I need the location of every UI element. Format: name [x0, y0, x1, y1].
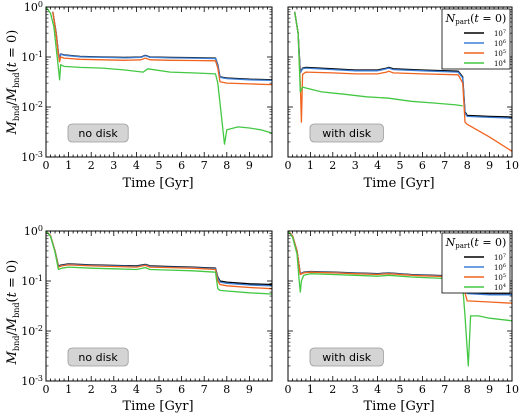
panel-bottom-left: 0 1 2 3 4 5 6 7 8 9 10-3 10-2 10-1 100 no disk	[21, 224, 273, 396]
y-tick-label: 10-2	[21, 324, 43, 338]
x-tick-label: 3	[352, 159, 359, 172]
ylabel-bottom: Mbnd/Mbnd(t = 0)	[5, 260, 21, 366]
x-tick-label: 4	[374, 383, 381, 396]
legend-entry-label: 107	[494, 253, 506, 262]
xlabel-top-left: Time [Gyr]	[122, 176, 193, 191]
series-line-10e6	[52, 11, 272, 82]
legend-title: Npart(t = 0)	[445, 12, 507, 26]
ylabel-top: Mbnd/Mbnd(t = 0)	[5, 30, 21, 136]
legend-box	[441, 8, 511, 70]
x-tick-label: 1	[65, 159, 72, 172]
x-tick-label: 7	[201, 159, 208, 172]
x-tick-label: 4	[133, 383, 140, 396]
x-tick-label: 2	[88, 383, 95, 396]
panel-top-left: 0 1 2 3 4 5 6 7 8 9 10-3 10-2 10-1 100 no disk	[21, 0, 273, 172]
x-tick-label: 6	[419, 383, 426, 396]
y-tick-label: 10-3	[21, 374, 43, 388]
series-line-10e6	[46, 231, 272, 287]
x-tick-label: 8	[464, 383, 471, 396]
series-line-10e6	[294, 11, 512, 119]
legend-entry-label: 104	[494, 59, 506, 68]
annotation-label: no disk	[78, 127, 118, 140]
x-tick-label: 3	[352, 383, 359, 396]
series-lines	[46, 231, 272, 295]
legend-entry-label: 106	[494, 39, 506, 48]
x-tick-label: 8	[223, 159, 230, 172]
legend-entry-label: 107	[494, 29, 506, 38]
x-tick-label: 7	[201, 383, 208, 396]
annotation-box	[309, 123, 384, 143]
x-tick-label: 4	[133, 159, 140, 172]
x-tick-label: 9	[246, 159, 253, 172]
annotation-label: with disk	[322, 351, 372, 364]
annotation-box	[67, 123, 129, 143]
x-tick-label: 5	[397, 159, 404, 172]
x-tick-label: 9	[246, 383, 253, 396]
series-line-10e5	[52, 11, 272, 86]
legend-title: Npart(t = 0)	[445, 236, 507, 250]
legend-entry-label: 106	[494, 263, 506, 272]
x-tick-label: 1	[307, 383, 314, 396]
x-tick-label: 10	[505, 383, 519, 396]
x-tick-label: 5	[156, 383, 163, 396]
annotation-box	[67, 347, 129, 367]
y-tick-label: 10-1	[21, 274, 43, 288]
series-line-10e7	[46, 231, 272, 286]
xlabel-bottom-right: Time [Gyr]	[363, 399, 434, 413]
x-tick-label: 6	[419, 159, 426, 172]
x-tick-label: 1	[65, 383, 72, 396]
x-tick-label: 0	[285, 383, 292, 396]
annotation-label: no disk	[78, 351, 118, 364]
xlabel-top-right: Time [Gyr]	[363, 176, 434, 191]
x-tick-label: 10	[505, 159, 519, 172]
x-tick-label: 6	[178, 159, 185, 172]
series-line-10e4	[46, 231, 272, 295]
legend-entry-label: 104	[494, 283, 506, 292]
x-tick-label: 5	[397, 383, 404, 396]
series-line-10e5	[294, 11, 512, 152]
x-tick-label: 0	[43, 383, 50, 396]
x-tick-label: 2	[88, 159, 95, 172]
legend-entry-label: 105	[494, 273, 506, 282]
x-tick-label: 9	[486, 383, 493, 396]
x-tick-label: 7	[441, 159, 448, 172]
x-tick-label: 3	[110, 383, 117, 396]
y-tick-label: 100	[24, 0, 43, 14]
y-tick-label: 100	[24, 224, 43, 238]
y-tick-label: 10-3	[21, 150, 43, 164]
x-tick-label: 8	[464, 159, 471, 172]
series-lines	[46, 7, 272, 145]
x-tick-label: 0	[43, 159, 50, 172]
series-lines	[294, 11, 512, 152]
y-tick-label: 10-2	[21, 100, 43, 114]
xlabel-bottom-left: Time [Gyr]	[122, 399, 193, 413]
x-tick-label: 7	[441, 383, 448, 396]
x-tick-label: 5	[156, 159, 163, 172]
legend-entry-label: 105	[494, 49, 506, 58]
x-tick-label: 1	[307, 159, 314, 172]
series-line-10e4	[288, 231, 512, 367]
x-tick-label: 8	[223, 383, 230, 396]
series-line-10e4	[46, 7, 272, 145]
x-tick-label: 2	[329, 383, 336, 396]
legend-box	[441, 232, 511, 294]
series-line-10e4	[294, 11, 463, 107]
x-tick-label: 2	[329, 159, 336, 172]
y-tick-label: 10-1	[21, 50, 43, 64]
x-tick-label: 3	[110, 159, 117, 172]
x-tick-label: 9	[486, 159, 493, 172]
annotation-box	[309, 347, 384, 367]
x-tick-label: 0	[285, 159, 292, 172]
x-tick-label: 6	[178, 383, 185, 396]
annotation-label: with disk	[322, 127, 372, 140]
x-tick-label: 4	[374, 159, 381, 172]
series-line-10e7	[52, 11, 272, 81]
series-line-10e5	[46, 231, 272, 290]
